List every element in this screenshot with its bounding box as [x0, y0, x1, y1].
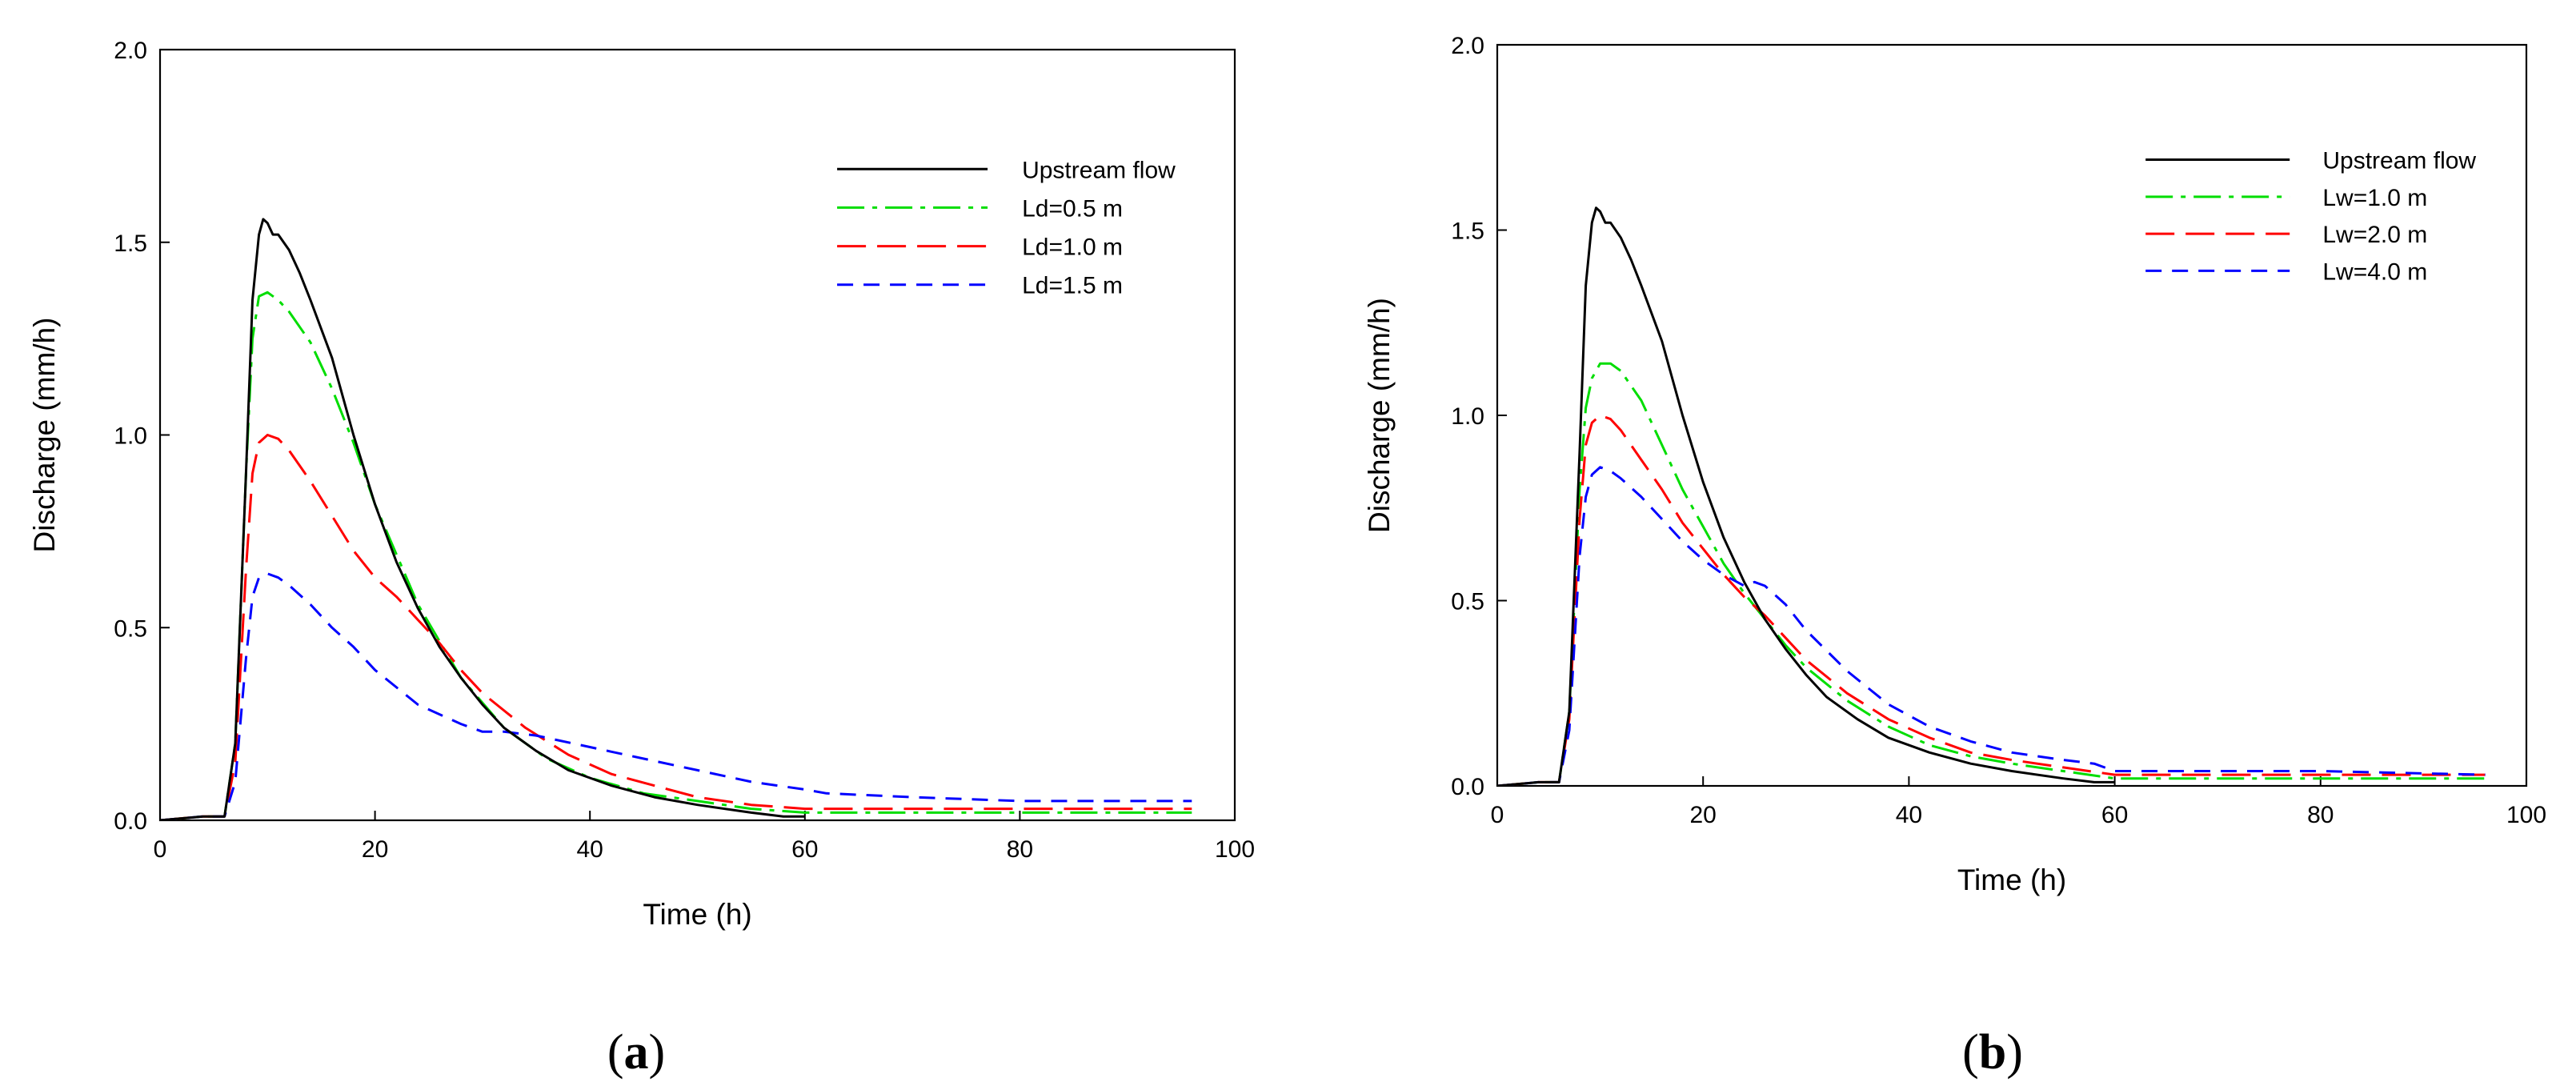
panel-label-open: (	[607, 1025, 624, 1080]
series-line	[1497, 414, 2486, 786]
y-tick-label: 0.0	[1451, 774, 1484, 800]
x-tick-label: 100	[1215, 836, 1255, 863]
legend-label: Lw=4.0 m	[2322, 258, 2427, 285]
x-tick-label: 80	[1007, 836, 1033, 863]
panel-label-letter: a	[624, 1025, 649, 1080]
y-tick-label: 1.0	[114, 423, 147, 450]
x-axis-label: Time (h)	[1957, 864, 2066, 896]
x-tick-label: 20	[362, 836, 388, 863]
x-tick-label: 20	[1690, 802, 1717, 828]
x-tick-label: 40	[577, 836, 603, 863]
panel-label-close: )	[2006, 1025, 2023, 1080]
series-line	[1497, 206, 2115, 786]
y-tick-label: 1.5	[114, 230, 147, 257]
legend-label: Ld=1.0 m	[1022, 234, 1123, 261]
x-axis-label: Time (h)	[643, 898, 751, 931]
x-tick-label: 0	[154, 836, 167, 863]
y-axis-label: Discharge (mm/h)	[1363, 298, 1396, 533]
panel-label: (a)	[607, 1025, 665, 1080]
series-line	[160, 434, 1192, 820]
x-tick-label: 100	[2506, 802, 2546, 828]
panel-label-open: (	[1962, 1025, 1979, 1080]
y-tick-label: 2.0	[1451, 33, 1484, 59]
panel-label-close: )	[649, 1025, 666, 1080]
y-tick-label: 1.0	[1451, 403, 1484, 430]
x-tick-label: 60	[2101, 802, 2128, 828]
legend-label: Upstream flow	[2322, 148, 2476, 174]
series-line	[160, 572, 1192, 820]
legend-label: Lw=1.0 m	[2322, 185, 2427, 211]
x-tick-label: 60	[791, 836, 818, 863]
y-tick-label: 2.0	[114, 38, 147, 64]
legend-label: Upstream flow	[1022, 157, 1176, 183]
y-axis-label: Discharge (mm/h)	[28, 318, 61, 553]
chart-panel-a: 0 20 40 60 80 100 0.0 0.5 1.0 1.5 2.0 Time (h) Disch…	[28, 38, 1255, 1080]
legend-label: Lw=2.0 m	[2322, 222, 2427, 248]
chart-panel-b: 0 20 40 60 80 100 0.0 0.5 1.0 1.5 2.0 Time (h) Disch…	[1363, 33, 2546, 1080]
x-tick-label: 80	[2307, 802, 2334, 828]
series-line	[160, 218, 805, 820]
y-tick-label: 0.5	[1451, 589, 1484, 615]
legend-label: Ld=0.5 m	[1022, 195, 1123, 222]
y-tick-label: 1.5	[1451, 218, 1484, 245]
panel-label-letter: b	[1979, 1025, 2006, 1080]
panel-label: (b)	[1962, 1025, 2023, 1080]
y-tick-label: 0.0	[114, 808, 147, 835]
x-tick-label: 40	[1896, 802, 1922, 828]
series-line	[1497, 466, 2486, 786]
legend-label: Ld=1.5 m	[1022, 273, 1123, 299]
series-line	[160, 291, 1192, 820]
y-tick-label: 0.5	[114, 615, 147, 642]
series-line	[1497, 362, 2486, 786]
x-tick-label: 0	[1491, 802, 1504, 828]
